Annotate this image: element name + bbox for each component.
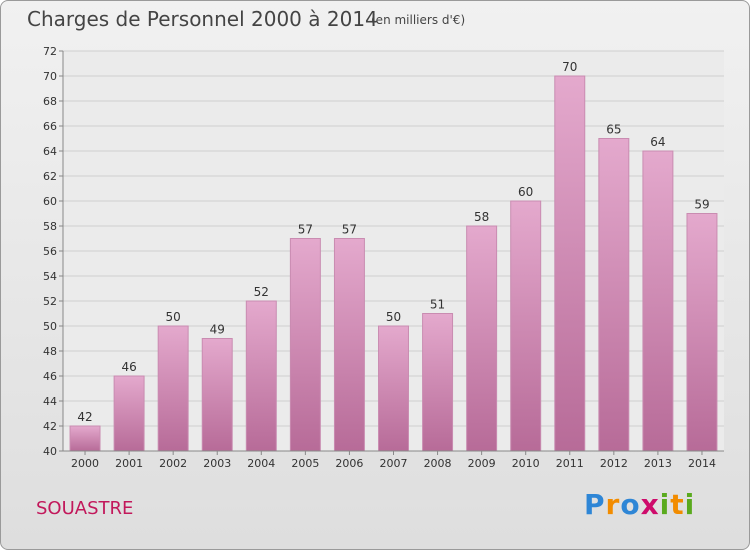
x-tick-label-2007: 2007: [380, 457, 408, 470]
bar-2014: [686, 213, 718, 452]
bar-2005: [289, 238, 321, 452]
y-tick-label: 42: [43, 420, 57, 433]
x-tick-label-2005: 2005: [291, 457, 319, 470]
x-tick-label-2001: 2001: [115, 457, 143, 470]
bar-2002: [157, 325, 189, 452]
y-axis: 40 42 44 46 48 50 52 54 56 58 60 62 64 66 68 70 72: [43, 45, 64, 458]
bar-2009: [466, 225, 498, 452]
data-label-2001: 46: [121, 360, 136, 374]
bar-2007: [378, 325, 409, 452]
bar-2008: [422, 313, 454, 452]
data-label-2011: 70: [562, 60, 577, 74]
y-tick-label: 48: [43, 345, 57, 358]
data-label-2014: 59: [694, 198, 709, 212]
y-tick-label: 60: [43, 195, 57, 208]
y-tick-label: 50: [43, 320, 57, 333]
x-tick-label-2014: 2014: [688, 457, 716, 470]
x-tick-label-2012: 2012: [600, 457, 628, 470]
bar-2003: [201, 338, 233, 452]
data-label-2004: 52: [254, 285, 269, 299]
y-tick-label: 72: [43, 45, 57, 58]
bars: 42 46 50 49 52 57 57 50 51 58 60 70 65 64 59: [69, 60, 718, 452]
data-label-2005: 57: [298, 223, 313, 237]
chart-title: Charges de Personnel 2000 à 2014: [27, 7, 378, 31]
x-tick-label-2003: 2003: [203, 457, 231, 470]
y-tick-label: 46: [43, 370, 57, 383]
data-label-2002: 50: [166, 310, 181, 324]
y-tick-label: 64: [43, 145, 57, 158]
y-tick-label: 70: [43, 70, 57, 83]
x-tick-label-2000: 2000: [71, 457, 99, 470]
y-tick-label: 40: [43, 445, 57, 458]
bar-2012: [598, 138, 630, 452]
proxiti-logo[interactable]: Proxiti: [584, 488, 696, 521]
bar-2013: [642, 150, 674, 452]
x-tick-label-2010: 2010: [512, 457, 540, 470]
data-label-2000: 42: [77, 410, 92, 424]
data-label-2013: 64: [650, 135, 665, 149]
x-tick-label-2013: 2013: [644, 457, 672, 470]
y-tick-label: 56: [43, 245, 57, 258]
x-tick-label-2006: 2006: [335, 457, 363, 470]
location-name: SOUASTRE: [36, 498, 134, 519]
y-tick-label: 54: [43, 270, 57, 283]
data-label-2008: 51: [430, 298, 445, 312]
data-label-2009: 58: [474, 210, 489, 224]
x-axis: 2000 2001 2002 2003 2004 2005 2006 2007 2008 2009…: [63, 450, 724, 470]
chart-subtitle: (en milliers d'€): [371, 13, 466, 27]
data-label-2006: 57: [342, 223, 357, 237]
bar-2004: [245, 300, 277, 452]
bar-2001: [113, 375, 145, 452]
y-tick-label: 62: [43, 170, 57, 183]
bar-2000: [69, 425, 101, 452]
bar-2010: [510, 200, 542, 452]
y-tick-label: 68: [43, 95, 57, 108]
bar-2006: [333, 238, 365, 452]
x-tick-label-2009: 2009: [468, 457, 496, 470]
bar-2011: [554, 75, 586, 452]
y-tick-label: 58: [43, 220, 57, 233]
data-label-2007: 50: [386, 310, 401, 324]
x-tick-label-2008: 2008: [424, 457, 452, 470]
y-tick-label: 52: [43, 295, 57, 308]
y-tick-label: 44: [43, 395, 57, 408]
data-label-2003: 49: [210, 323, 225, 337]
data-label-2010: 60: [518, 185, 533, 199]
data-label-2012: 65: [606, 123, 621, 137]
x-tick-label-2004: 2004: [247, 457, 275, 470]
x-tick-label-2002: 2002: [159, 457, 187, 470]
x-tick-label-2011: 2011: [556, 457, 584, 470]
y-tick-label: 66: [43, 120, 57, 133]
